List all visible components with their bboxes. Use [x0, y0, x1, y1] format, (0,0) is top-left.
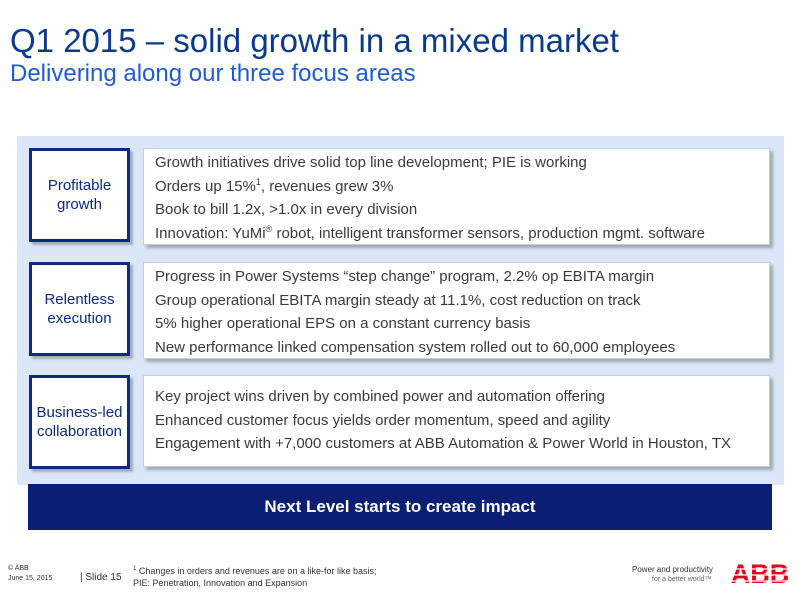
focus-areas-panel: Profitable growth Growth initiatives dri…: [17, 136, 784, 485]
footer-copyright: © ABB: [8, 565, 29, 572]
banner-text: Next Level starts to create impact: [264, 497, 536, 516]
focus-label-relentless-execution: Relentless execution: [29, 262, 130, 356]
focus-label-business-led-collaboration: Business-led collaboration: [29, 375, 130, 469]
abb-logo: ABB: [728, 560, 792, 586]
point-line: Enhanced customer focus yields order mom…: [155, 411, 611, 429]
focus-label-text: Profitable growth: [47, 177, 112, 213]
footer-tagline: Power and productivity: [632, 565, 713, 574]
footer-date: June 15, 2015: [8, 575, 53, 582]
point-line: Book to bill 1.2x, >1.0x in every divisi…: [155, 201, 418, 218]
next-level-banner: Next Level starts to create impact: [28, 484, 772, 530]
svg-text:ABB: ABB: [731, 560, 790, 586]
point-line: 5% higher operational EPS on a constant …: [155, 315, 531, 332]
footer-slide-number: | Slide 15: [80, 572, 122, 583]
registered-mark: ®: [265, 223, 273, 234]
point-line: New performance linked compensation syst…: [155, 338, 676, 356]
footnote-line-2: PIE: Penetration, Innovation and Expansi…: [133, 578, 308, 588]
point-line: Orders up 15%1, revenues grew 3%: [155, 176, 394, 195]
footnote-line-1: 1 Changes in orders and revenues are on …: [133, 566, 377, 576]
point-line: Growth initiatives drive solid top line …: [155, 154, 587, 171]
focus-label-text: Business-led collaboration: [36, 404, 123, 440]
point-line: Engagement with +7,000 customers at ABB …: [155, 435, 732, 452]
focus-label-profitable-growth: Profitable growth: [29, 148, 130, 242]
slide-title: Q1 2015 – solid growth in a mixed market: [10, 22, 619, 59]
focus-label-text: Relentless execution: [44, 291, 115, 327]
footer-tagline-sub: for a better world™: [652, 576, 712, 583]
point-line: Group operational EBITA margin steady at…: [155, 291, 641, 309]
footnote-marker: 1: [255, 176, 261, 187]
focus-points-profitable-growth: Growth initiatives drive solid top line …: [143, 148, 770, 245]
footer-footnote: 1 Changes in orders and revenues are on …: [133, 565, 376, 589]
point-line: Key project wins driven by combined powe…: [155, 388, 605, 405]
point-line: Innovation: YuMi® robot, intelligent tra…: [155, 223, 705, 242]
focus-points-business-led-collaboration: Key project wins driven by combined powe…: [143, 375, 770, 467]
point-line: Progress in Power Systems “step change” …: [155, 268, 655, 285]
slide-subtitle: Delivering along our three focus areas: [10, 60, 416, 87]
focus-points-relentless-execution: Progress in Power Systems “step change” …: [143, 262, 770, 359]
